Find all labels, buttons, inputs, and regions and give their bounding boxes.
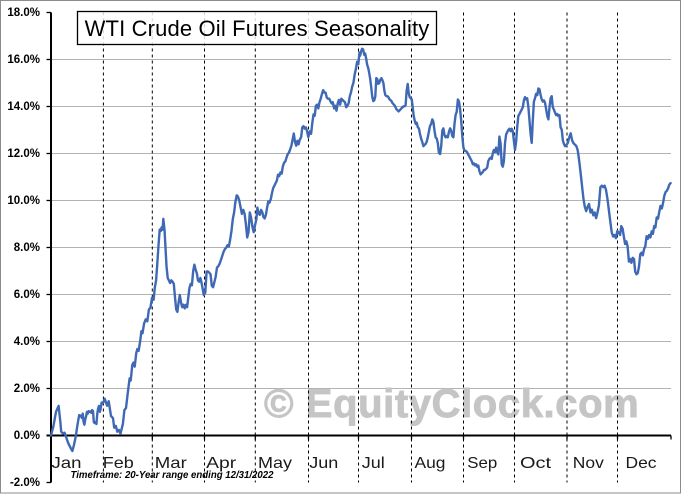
svg-text:© EquityClock.com: © EquityClock.com bbox=[264, 382, 639, 426]
svg-text:2.0%: 2.0% bbox=[14, 383, 40, 395]
svg-text:Aug: Aug bbox=[415, 455, 446, 472]
svg-text:Oct: Oct bbox=[520, 455, 552, 472]
svg-text:Mar: Mar bbox=[155, 455, 188, 472]
svg-text:12.0%: 12.0% bbox=[7, 148, 40, 160]
svg-text:Sep: Sep bbox=[467, 455, 497, 472]
svg-text:10.0%: 10.0% bbox=[7, 195, 40, 207]
svg-text:Jul: Jul bbox=[362, 455, 385, 472]
svg-text:May: May bbox=[258, 455, 292, 472]
svg-text:Timeframe: 20-Year range endin: Timeframe: 20-Year range ending 12/31/20… bbox=[71, 470, 274, 481]
svg-text:WTI Crude Oil Futures Seasonal: WTI Crude Oil Futures Seasonality bbox=[85, 16, 430, 41]
svg-text:-2.0%: -2.0% bbox=[10, 477, 40, 489]
svg-text:Jun: Jun bbox=[309, 455, 338, 472]
svg-text:Dec: Dec bbox=[626, 455, 657, 472]
svg-text:18.0%: 18.0% bbox=[7, 7, 40, 19]
svg-text:16.0%: 16.0% bbox=[7, 54, 40, 66]
svg-text:0.0%: 0.0% bbox=[14, 430, 40, 442]
svg-text:14.0%: 14.0% bbox=[7, 101, 40, 113]
svg-text:Feb: Feb bbox=[103, 455, 134, 472]
svg-text:Nov: Nov bbox=[573, 455, 604, 472]
svg-text:Apr: Apr bbox=[206, 455, 237, 472]
svg-text:4.0%: 4.0% bbox=[14, 336, 40, 348]
svg-text:8.0%: 8.0% bbox=[14, 242, 40, 254]
svg-text:Jan: Jan bbox=[52, 455, 82, 472]
svg-text:6.0%: 6.0% bbox=[14, 289, 40, 301]
